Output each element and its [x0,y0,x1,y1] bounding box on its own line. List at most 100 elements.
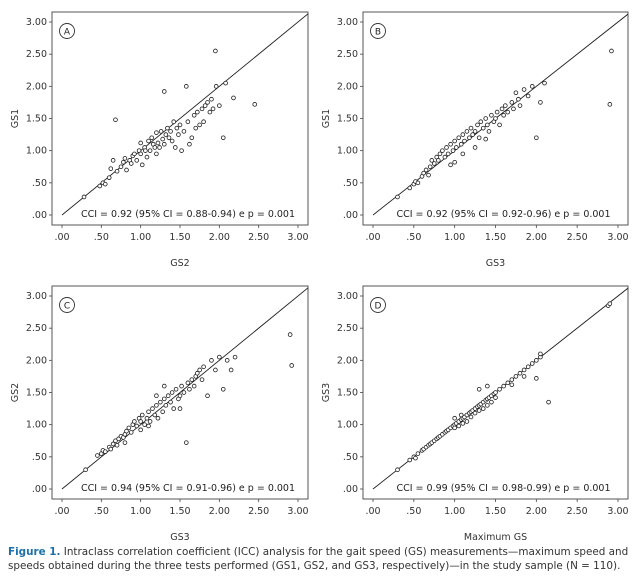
panel-c-data-point [150,406,155,411]
panel-b-data-point [475,122,480,128]
panel-c-data-point [195,370,200,376]
panel-d-x-tick-label: 3.00 [607,506,628,517]
panel-a-data-point [169,138,175,144]
panel-c-data-point [146,423,151,429]
panel-d-data-point [501,383,506,389]
panel-a-x-axis-label: GS2 [170,258,189,269]
panel-b-y-tick-label: .00 [343,210,358,221]
panel-c-data-point [173,386,179,392]
panel-a-data-point [138,151,143,157]
panel-a-data-point [122,156,128,161]
panel-b-data-point [431,161,437,166]
panel-c-data-point [228,367,234,373]
panel-d-x-tick-label: 1.50 [485,506,506,517]
panel-c-data-point [205,393,210,399]
panel-c-y-tick-label: 1.00 [26,420,47,431]
panel-a-data-point [171,119,177,125]
panel-c-data-point [147,419,153,424]
panel-a-data-point [202,103,208,108]
panel-b-data-point [426,172,431,178]
panel-a-data-point [118,164,124,170]
panel-b-data-point [485,122,490,128]
panel-d-y-tick-label: 3.00 [337,291,358,302]
panel-b-data-point [525,93,531,99]
panel-b-data-point [502,103,508,108]
panel-d-y-tick-label: .00 [343,484,358,495]
panel-b-data-point [445,151,451,157]
panel-d-data-point [452,415,457,421]
panel-a-data-point [165,125,170,131]
panel-b-data-point [517,103,523,108]
panel-b-data-point [421,170,426,176]
panel-c-identity-line [61,287,308,490]
panel-d-data-point [415,451,421,456]
panel-b-data-point [442,154,448,160]
panel-a-y-tick-label: 2.00 [26,81,47,92]
panel-c-data-point [114,442,120,448]
panel-b-data-point [415,180,421,186]
panel-a-y-axis-label: GS1 [10,109,21,128]
panel-a-data-point [223,80,228,86]
panel-d-data-point [485,403,490,408]
panel-a-data-point [205,100,210,105]
panel-b: .00 .50 1.00 1.50 2.00 2.50 3.00 .00 .50 1.00 1.50… [321,11,629,269]
panel-b-data-point [483,116,489,121]
panel-c-data-point [168,399,173,405]
panel-c-data-point [144,415,150,421]
panel-a-data-point [252,102,258,107]
panel-a-data-point [231,95,236,101]
panel-b-data-point [476,135,482,141]
panel-b-data-point [436,158,441,163]
panel-b-data-point [542,80,547,86]
panel-a-data-point [166,135,172,141]
panel-d-letter: D [375,301,382,311]
panel-b-data-point [444,145,449,150]
panel-a-letter: A [64,27,71,37]
panel-b-data-point [407,185,413,191]
panel-b-data-point [489,112,494,118]
panel-a-data-point [106,175,112,180]
panel-c-x-tick-label: .00 [54,506,69,517]
panel-b-data-point [516,96,521,102]
panel-b-data-point [468,125,474,131]
panel-c-data-point [155,415,161,421]
panel-d-icc-annotation: CCI = 0.99 (95% CI = 0.98-0.99) e p = 0.… [396,483,610,494]
panel-a-data-point [210,106,216,112]
panel-a-data-point [139,162,145,168]
panel-a-data-point [191,112,197,118]
panel-b-data-point [497,122,502,128]
panel-c-letter: C [64,301,70,311]
panel-c-data-point [187,386,192,392]
panel-c-data-point [152,412,158,418]
panel-d-data-point [472,410,478,416]
panel-a-data-point [207,109,213,115]
panel-b-data-point [462,138,467,144]
panel-b-data-point [472,145,478,150]
panel-c-data-point [122,440,128,445]
panel-b-y-tick-label: 1.50 [337,114,358,125]
panel-a-y-tick-label: 2.50 [26,49,47,60]
panel-a-data-point [146,138,151,144]
panel-d-data-point [513,374,519,379]
panel-c-data-point [128,430,134,435]
panel-b-x-tick-label: 2.50 [567,232,588,243]
panel-d: .00 .50 1.00 1.50 2.00 2.50 3.00 .00 .50 1.00 1.50… [321,285,629,540]
panel-a-x-tick-label: .50 [94,232,109,243]
panel-a-y-tick-label: .00 [32,210,47,221]
panel-c-data-point [138,419,143,424]
panel-a-data-point [201,119,206,125]
panel-b-data-point [607,102,613,107]
panel-c-data-point [201,364,206,370]
panel-d-y-tick-label: 2.00 [337,355,358,366]
panel-c-data-point [169,390,175,395]
panel-a-data-point [128,161,134,166]
panel-b-x-tick-label: 2.00 [526,232,547,243]
panel-c-data-point [197,367,202,373]
panel-d-letter-circle [370,297,386,313]
panel-c-data-point [160,409,165,415]
panel-a-data-point [163,132,169,137]
panel-a-data-point [157,145,162,150]
panel-a-x-tick-label: 1.00 [130,232,151,243]
panel-d-data-point [505,380,511,386]
panel-d-data-point [493,395,498,400]
